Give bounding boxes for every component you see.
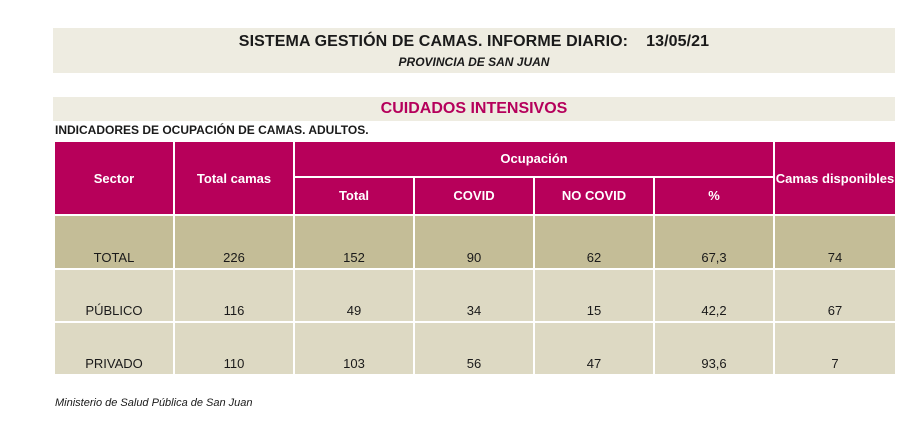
cell-sector: PÚBLICO	[55, 270, 173, 321]
cell-pct: 67,3	[655, 216, 773, 268]
cell-sector: TOTAL	[55, 216, 173, 268]
cell-total-camas: 226	[175, 216, 293, 268]
cell-covid: 34	[415, 270, 533, 321]
cell-disponibles: 67	[775, 270, 895, 321]
occupancy-table: Sector Total camas Ocupación Camas dispo…	[53, 140, 897, 376]
section-title: CUIDADOS INTENSIVOS	[380, 100, 568, 117]
report-title-text: SISTEMA GESTIÓN DE CAMAS. INFORME DIARIO…	[238, 33, 629, 50]
report-subtitle: PROVINCIA DE SAN JUAN	[398, 55, 550, 69]
cell-no-covid: 15	[535, 270, 653, 321]
report-header: SISTEMA GESTIÓN DE CAMAS. INFORME DIARIO…	[53, 28, 895, 73]
cell-disponibles: 7	[775, 323, 895, 374]
header-sector: Sector	[55, 142, 173, 214]
header-ocupacion-covid: COVID	[415, 177, 533, 214]
header-ocupacion-pct: %	[655, 177, 773, 214]
cell-pct: 93,6	[655, 323, 773, 374]
header-ocupacion: Ocupación	[295, 142, 773, 176]
report-title: SISTEMA GESTIÓN DE CAMAS. INFORME DIARIO…	[53, 33, 895, 51]
indicators-caption: INDICADORES DE OCUPACIÓN DE CAMAS. ADULT…	[55, 123, 369, 137]
header-total-camas: Total camas	[175, 142, 293, 214]
cell-ocupacion-total: 152	[295, 216, 413, 268]
report-date: 13/05/21	[646, 33, 710, 50]
section-header: CUIDADOS INTENSIVOS	[53, 97, 895, 121]
cell-sector: PRIVADO	[55, 323, 173, 374]
cell-ocupacion-total: 103	[295, 323, 413, 374]
cell-covid: 56	[415, 323, 533, 374]
cell-pct: 42,2	[655, 270, 773, 321]
cell-no-covid: 62	[535, 216, 653, 268]
cell-ocupacion-total: 49	[295, 270, 413, 321]
cell-total-camas: 110	[175, 323, 293, 374]
table-row: TOTAL 226 152 90 62 67,3 74	[55, 216, 895, 268]
source-footer: Ministerio de Salud Pública de San Juan	[55, 397, 253, 409]
header-camas-disponibles: Camas disponibles	[775, 142, 895, 214]
cell-covid: 90	[415, 216, 533, 268]
cell-disponibles: 74	[775, 216, 895, 268]
header-ocupacion-no-covid: NO COVID	[535, 177, 653, 214]
cell-no-covid: 47	[535, 323, 653, 374]
table-row: PRIVADO 110 103 56 47 93,6 7	[55, 323, 895, 374]
table-row: PÚBLICO 116 49 34 15 42,2 67	[55, 270, 895, 321]
header-ocupacion-total: Total	[295, 177, 413, 214]
cell-total-camas: 116	[175, 270, 293, 321]
